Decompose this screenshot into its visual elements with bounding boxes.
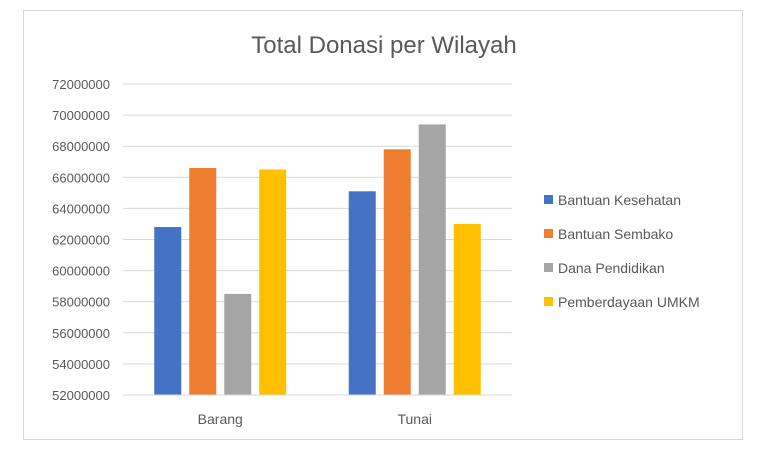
x-axis-categories: Barang Tunai	[198, 411, 432, 427]
bar-bantuan-sembako	[383, 149, 411, 395]
y-tick-label: 54000000	[52, 357, 110, 372]
legend: Bantuan Kesehatan Bantuan Sembako Dana Pen…	[544, 192, 700, 310]
chart-frame	[23, 10, 743, 440]
bar-dana-pendidikan	[418, 124, 446, 396]
y-tick-label: 60000000	[52, 264, 110, 279]
bar-dana-pendidikan	[224, 293, 252, 395]
y-tick-label: 56000000	[52, 326, 110, 341]
y-tick-label: 58000000	[52, 295, 110, 310]
y-tick-label: 66000000	[52, 170, 110, 185]
y-tick-label: 62000000	[52, 233, 110, 248]
y-axis-ticks: 52000000 54000000 56000000 58000000 60000000…	[52, 77, 110, 403]
legend-label: Bantuan Sembako	[558, 226, 673, 242]
legend-swatch	[544, 263, 553, 272]
y-tick-label: 68000000	[52, 139, 110, 154]
bar-bantuan-kesehatan	[154, 227, 182, 395]
gridlines	[123, 83, 512, 365]
legend-label: Pemberdayaan UMKM	[558, 294, 700, 310]
x-category-label: Tunai	[397, 411, 432, 427]
legend-label: Bantuan Kesehatan	[558, 192, 681, 208]
bar-bantuan-sembako	[189, 167, 217, 395]
bars	[154, 124, 481, 396]
y-tick-label: 70000000	[52, 108, 110, 123]
y-tick-label: 52000000	[52, 388, 110, 403]
legend-swatch	[544, 297, 553, 306]
y-tick-label: 72000000	[52, 77, 110, 92]
legend-swatch	[544, 195, 553, 204]
y-tick-label: 64000000	[52, 201, 110, 216]
bar-bantuan-kesehatan	[348, 191, 376, 395]
legend-swatch	[544, 229, 553, 238]
x-category-label: Barang	[198, 411, 243, 427]
chart-title: Total Donasi per Wilayah	[251, 32, 516, 59]
bar-pemberdayaan-umkm	[259, 169, 287, 395]
bar-pemberdayaan-umkm	[453, 223, 481, 395]
legend-label: Dana Pendidikan	[558, 260, 665, 276]
